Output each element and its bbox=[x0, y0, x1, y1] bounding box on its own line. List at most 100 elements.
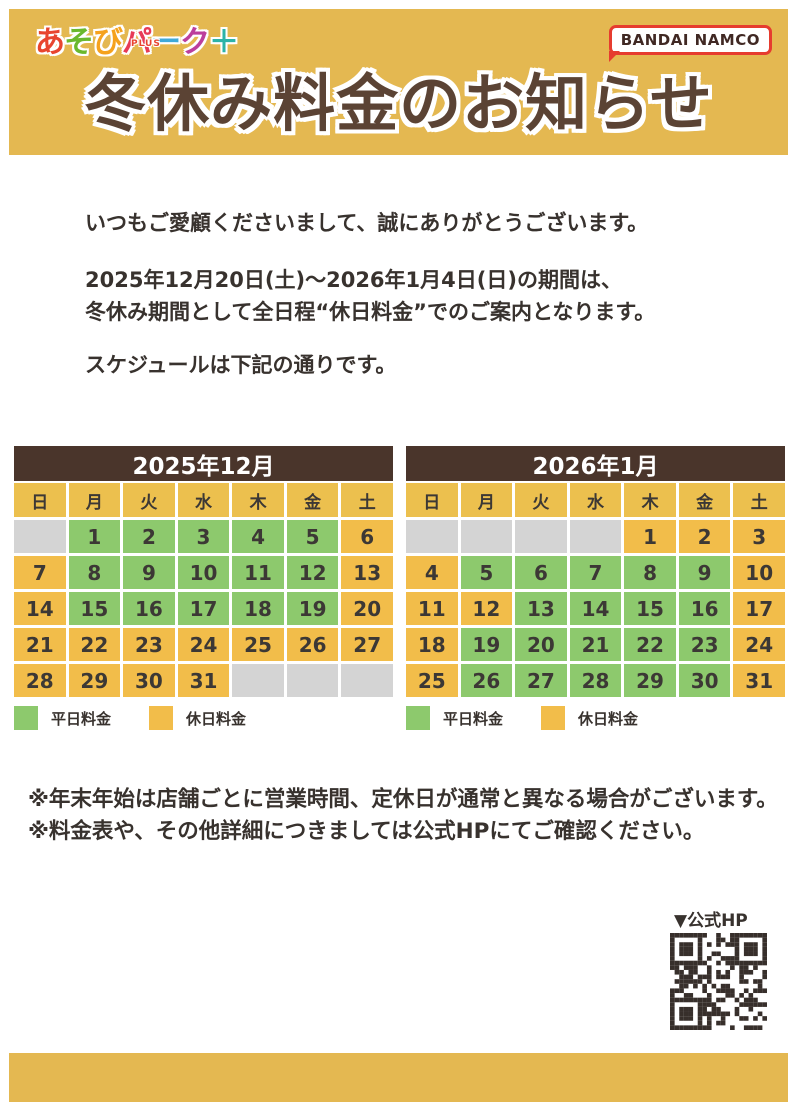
calendar-december-2025: 2025年12月 日月火水木金土 1 2 3 4 5 6 7 8 9 10 11 12 13 14 15 16 1… bbox=[14, 446, 393, 730]
calendar-day-cell: 5 bbox=[460, 556, 513, 589]
calendar-day-cell: 21 bbox=[569, 628, 622, 661]
logo-character: ＋ bbox=[209, 25, 239, 60]
day-of-week-header: 日 bbox=[406, 483, 458, 517]
calendar-day-cell: 23 bbox=[678, 628, 731, 661]
calendar-day-cell: 22 bbox=[68, 628, 121, 661]
bandai-namco-logo: BANDAI NAMCO bbox=[608, 25, 772, 62]
official-hp-label: ▼公式HP bbox=[674, 911, 748, 931]
calendar-day-cell: 19 bbox=[460, 628, 513, 661]
day-of-week-header: 日 bbox=[14, 483, 66, 517]
day-of-week-header: 金 bbox=[678, 483, 731, 517]
calendar-day-cell: 14 bbox=[14, 592, 66, 625]
day-of-week-header: 火 bbox=[515, 483, 567, 517]
calendar-day-cell: 24 bbox=[733, 628, 785, 661]
calendar-day-cell: 1 bbox=[624, 520, 676, 553]
greeting-text: いつもご愛顧くださいまして、誠にありがとうございます。 bbox=[85, 211, 649, 235]
qr-code bbox=[670, 933, 767, 1030]
calendar-day-cell: 14 bbox=[569, 592, 622, 625]
calendar-day-cell: 2 bbox=[123, 520, 175, 553]
weekday-legend-label: 平日料金 bbox=[443, 709, 504, 728]
calendar-day-cell: 12 bbox=[460, 592, 513, 625]
logo-character: そ bbox=[64, 25, 94, 60]
calendar-day-cell: 15 bbox=[68, 592, 121, 625]
logo-plus-sub-label: PLUS bbox=[131, 39, 161, 49]
calendar-day-cell: 4 bbox=[406, 556, 458, 589]
period-text: 2025年12月20日(土)～2026年1月4日(日)の期間は、 冬休み期間とし… bbox=[85, 264, 655, 328]
calendar-day-cell bbox=[569, 520, 622, 553]
calendar-day-cell: 13 bbox=[515, 592, 567, 625]
calendar-day-cell: 3 bbox=[177, 520, 230, 553]
calendar-day-cell: 28 bbox=[14, 664, 66, 697]
header-banner: あそびパーク＋ PLUS BANDAI NAMCO 冬休み料金のお知らせ bbox=[9, 9, 788, 155]
calendar-day-cell: 12 bbox=[286, 556, 339, 589]
calendar-day-cell: 19 bbox=[286, 592, 339, 625]
holiday-legend-swatch bbox=[541, 706, 566, 730]
logo-character: ク bbox=[180, 25, 210, 60]
calendar-section: 2025年12月 日月火水木金土 1 2 3 4 5 6 7 8 9 10 11 12 13 14 15 16 1… bbox=[14, 446, 785, 730]
schedule-intro-text: スケジュールは下記の通りです。 bbox=[85, 353, 397, 377]
calendar-day-cell: 25 bbox=[232, 628, 284, 661]
calendar-day-cell: 8 bbox=[68, 556, 121, 589]
calendar-day-cell: 1 bbox=[68, 520, 121, 553]
calendar-day-cell bbox=[460, 520, 513, 553]
logo-character: ー bbox=[151, 25, 181, 60]
calendar-day-cell: 3 bbox=[733, 520, 785, 553]
holiday-legend-swatch bbox=[149, 706, 174, 730]
calendar-day-cell: 10 bbox=[733, 556, 785, 589]
page-title: 冬休み料金のお知らせ bbox=[84, 67, 713, 140]
calendar-day-cell: 16 bbox=[123, 592, 175, 625]
calendar-day-cell bbox=[515, 520, 567, 553]
footer-notes: ※年末年始は店舗ごとに営業時間、定休日が通常と異なる場合がございます。 ※料金表… bbox=[28, 784, 778, 848]
weekday-legend-swatch bbox=[14, 706, 38, 730]
logo-character: び bbox=[93, 25, 123, 60]
calendar-day-cell: 17 bbox=[733, 592, 785, 625]
calendar-legend: 平日料金 休日料金 bbox=[14, 706, 393, 730]
day-of-week-header: 月 bbox=[68, 483, 121, 517]
calendar-day-cell: 24 bbox=[177, 628, 230, 661]
logo-character: あ bbox=[35, 25, 65, 60]
calendar-day-cell bbox=[341, 664, 393, 697]
calendar-day-cell: 22 bbox=[624, 628, 676, 661]
day-of-week-header: 土 bbox=[341, 483, 393, 517]
calendar-grid: 日月火水木金土 1 2 3 4 5 6 7 8 9 10 11 12 13 14 15 16 17 18 19 20 21… bbox=[14, 483, 393, 697]
note-line-2: ※料金表や、その他詳細につきましては公式HPにてご確認ください。 bbox=[28, 819, 705, 844]
calendar-day-cell: 18 bbox=[232, 592, 284, 625]
calendar-grid: 日月火水木金土 1 2 3 4 5 6 7 8 9 10 11 12 13 14 15 16 17 18 19 20 21… bbox=[406, 483, 785, 697]
calendar-day-cell: 15 bbox=[624, 592, 676, 625]
calendar-day-cell: 11 bbox=[406, 592, 458, 625]
calendar-day-cell: 31 bbox=[177, 664, 230, 697]
calendar-day-cell: 8 bbox=[624, 556, 676, 589]
calendar-day-cell bbox=[406, 520, 458, 553]
day-of-week-header: 金 bbox=[286, 483, 339, 517]
calendar-day-cell: 25 bbox=[406, 664, 458, 697]
asobi-park-logo: あそびパーク＋ bbox=[35, 17, 239, 61]
calendar-day-cell: 27 bbox=[515, 664, 567, 697]
holiday-legend-label: 休日料金 bbox=[186, 709, 247, 728]
calendar-day-cell: 21 bbox=[14, 628, 66, 661]
period-line-2: 冬休み期間として全日程“休日料金”でのご案内となります。 bbox=[85, 300, 656, 324]
calendar-day-cell: 30 bbox=[123, 664, 175, 697]
calendar-title: 2025年12月 bbox=[14, 446, 393, 481]
weekday-legend-swatch bbox=[406, 706, 430, 730]
calendar-day-cell bbox=[232, 664, 284, 697]
calendar-day-cell: 23 bbox=[123, 628, 175, 661]
day-of-week-header: 水 bbox=[177, 483, 230, 517]
calendar-day-cell: 6 bbox=[515, 556, 567, 589]
calendar-day-cell: 18 bbox=[406, 628, 458, 661]
weekday-legend-label: 平日料金 bbox=[51, 709, 112, 728]
day-of-week-header: 月 bbox=[460, 483, 513, 517]
calendar-day-cell bbox=[286, 664, 339, 697]
calendar-day-cell: 16 bbox=[678, 592, 731, 625]
calendar-day-cell: 7 bbox=[569, 556, 622, 589]
calendar-day-cell: 7 bbox=[14, 556, 66, 589]
day-of-week-header: 火 bbox=[123, 483, 175, 517]
calendar-day-cell: 10 bbox=[177, 556, 230, 589]
calendar-january-2026: 2026年1月 日月火水木金土 1 2 3 4 5 6 7 8 9 10 11 12 13 14 15 16 17… bbox=[406, 446, 785, 730]
calendar-day-cell: 20 bbox=[341, 592, 393, 625]
day-of-week-header: 水 bbox=[569, 483, 622, 517]
footer-gold-bar bbox=[9, 1053, 788, 1102]
calendar-day-cell bbox=[14, 520, 66, 553]
calendar-day-cell: 26 bbox=[460, 664, 513, 697]
calendar-day-cell: 9 bbox=[123, 556, 175, 589]
